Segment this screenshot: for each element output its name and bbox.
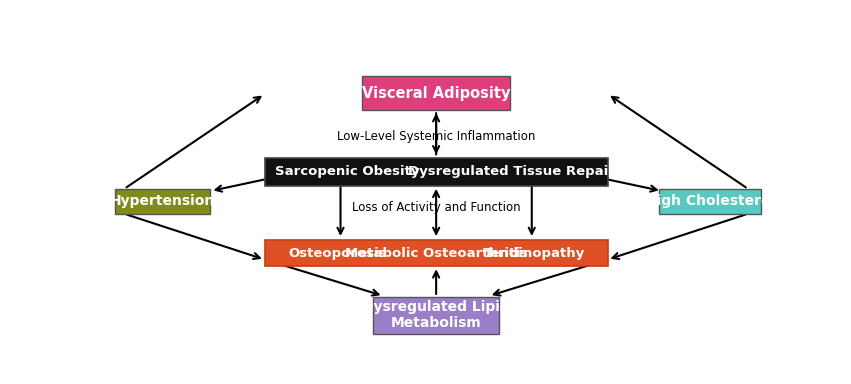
- Text: High Cholesterol: High Cholesterol: [645, 194, 775, 208]
- Text: Hypertension: Hypertension: [110, 194, 215, 208]
- FancyBboxPatch shape: [115, 189, 210, 214]
- Text: Low-Level Systemic Inflammation: Low-Level Systemic Inflammation: [337, 130, 535, 143]
- Text: Osteoporosis: Osteoporosis: [288, 247, 387, 260]
- FancyBboxPatch shape: [265, 240, 608, 266]
- Text: Visceral Adiposity: Visceral Adiposity: [362, 86, 511, 101]
- Text: Dysregulated Lipid
Metabolism: Dysregulated Lipid Metabolism: [363, 300, 510, 330]
- FancyBboxPatch shape: [362, 76, 511, 110]
- Text: Dysregulated Tissue Repair: Dysregulated Tissue Repair: [408, 165, 615, 178]
- FancyBboxPatch shape: [374, 297, 499, 334]
- Text: Loss of Activity and Function: Loss of Activity and Function: [351, 201, 521, 214]
- FancyBboxPatch shape: [265, 158, 608, 186]
- Text: Tendinopathy: Tendinopathy: [483, 247, 585, 260]
- Text: Metabolic Osteoarthritis: Metabolic Osteoarthritis: [345, 247, 528, 260]
- Text: Sarcopenic Obesity: Sarcopenic Obesity: [275, 165, 420, 178]
- FancyBboxPatch shape: [659, 189, 761, 214]
